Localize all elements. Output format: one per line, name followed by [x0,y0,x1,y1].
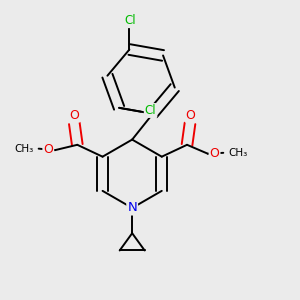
Text: O: O [69,109,79,122]
Text: O: O [186,109,196,122]
Text: O: O [210,147,220,160]
Text: O: O [44,143,53,156]
Text: CH₃: CH₃ [15,144,34,154]
Text: Cl: Cl [145,104,156,117]
Text: N: N [127,202,137,214]
Text: Cl: Cl [124,14,136,27]
Text: CH₃: CH₃ [228,148,247,158]
